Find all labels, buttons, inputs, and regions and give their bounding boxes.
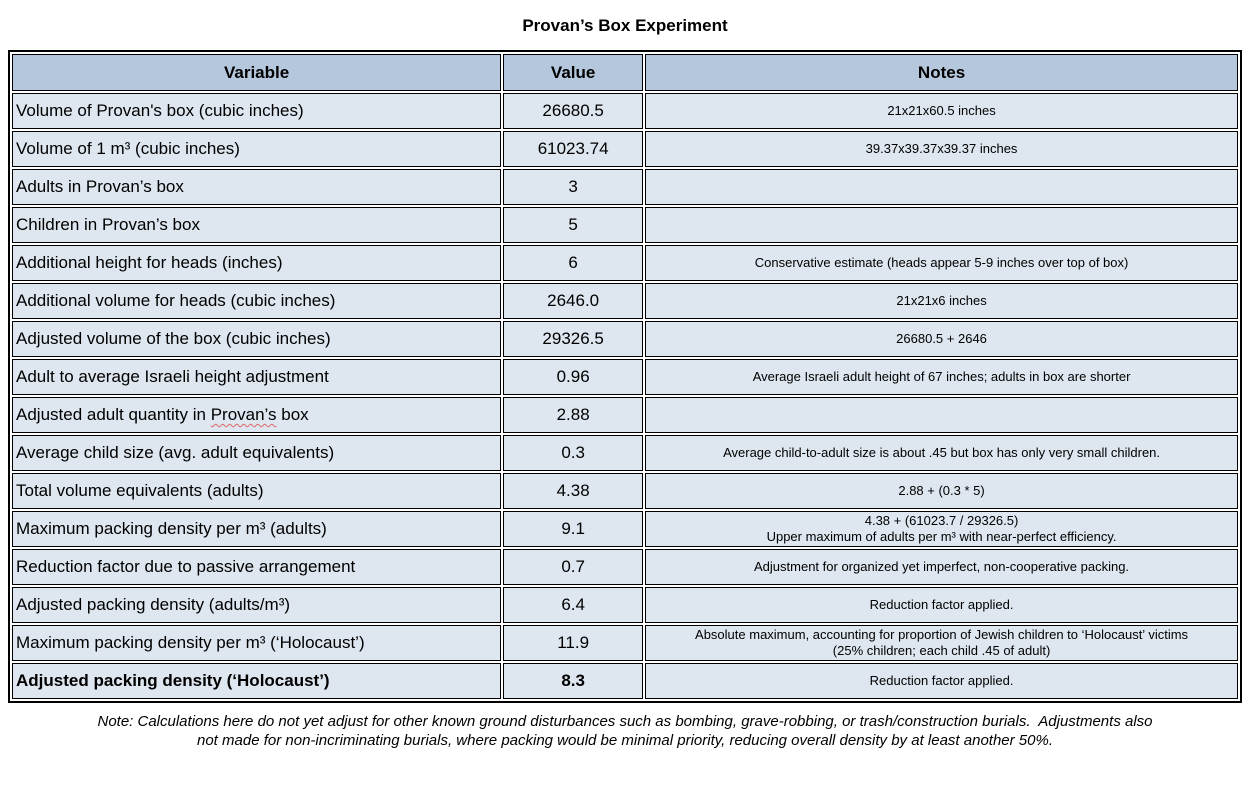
column-header-variable: Variable [12, 54, 502, 91]
note-cell: Adjustment for organized yet imperfect, … [645, 549, 1238, 585]
table-row: Adjusted adult quantity in Provan’s box … [12, 397, 1238, 433]
table-row: Reduction factor due to passive arrangem… [12, 549, 1238, 585]
note-cell: Average child-to-adult size is about .45… [645, 435, 1238, 471]
variable-cell: Adjusted packing density (adults/m³) [12, 587, 502, 623]
variable-cell: Adjusted packing density (‘Holocaust’) [12, 663, 502, 699]
note-cell [645, 207, 1238, 243]
value-cell: 2646.0 [503, 283, 644, 319]
variable-cell: Adults in Provan’s box [12, 169, 502, 205]
variable-cell: Additional volume for heads (cubic inche… [12, 283, 502, 319]
value-cell: 3 [503, 169, 644, 205]
value-cell: 29326.5 [503, 321, 644, 357]
variable-cell: Volume of Provan's box (cubic inches) [12, 93, 502, 129]
variable-cell: Adult to average Israeli height adjustme… [12, 359, 502, 395]
column-header-value: Value [503, 54, 644, 91]
note-cell: Average Israeli adult height of 67 inche… [645, 359, 1238, 395]
variable-cell: Total volume equivalents (adults) [12, 473, 502, 509]
note-cell: Reduction factor applied. [645, 587, 1238, 623]
header-row: Variable Value Notes [12, 54, 1238, 91]
variable-cell: Children in Provan’s box [12, 207, 502, 243]
note-cell: Conservative estimate (heads appear 5-9 … [645, 245, 1238, 281]
table-row: Adult to average Israeli height adjustme… [12, 359, 1238, 395]
table-row: Additional height for heads (inches) 6 C… [12, 245, 1238, 281]
table-row: Average child size (avg. adult equivalen… [12, 435, 1238, 471]
variable-text: Adjusted adult quantity in [16, 405, 211, 424]
column-header-notes: Notes [645, 54, 1238, 91]
note-cell: Reduction factor applied. [645, 663, 1238, 699]
value-cell: 0.7 [503, 549, 644, 585]
footnote: Note: Calculations here do not yet adjus… [97, 713, 1153, 749]
value-cell: 0.3 [503, 435, 644, 471]
table-row: Volume of Provan's box (cubic inches) 26… [12, 93, 1238, 129]
value-cell: 6.4 [503, 587, 644, 623]
table-row: Adults in Provan’s box 3 [12, 169, 1238, 205]
variable-cell: Volume of 1 m³ (cubic inches) [12, 131, 502, 167]
value-cell: 61023.74 [503, 131, 644, 167]
note-cell: 4.38 + (61023.7 / 29326.5) Upper maximum… [645, 511, 1238, 547]
value-cell: 11.9 [503, 625, 644, 661]
value-cell: 26680.5 [503, 93, 644, 129]
value-cell: 0.96 [503, 359, 644, 395]
table-row: Children in Provan’s box 5 [12, 207, 1238, 243]
table-row-total: Adjusted packing density (‘Holocaust’) 8… [12, 663, 1238, 699]
note-cell [645, 169, 1238, 205]
misspelled-word: Provan’s [210, 405, 277, 424]
table-row: Adjusted packing density (adults/m³) 6.4… [12, 587, 1238, 623]
variable-cell: Additional height for heads (inches) [12, 245, 502, 281]
value-cell: 9.1 [503, 511, 644, 547]
table-row: Volume of 1 m³ (cubic inches) 61023.74 3… [12, 131, 1238, 167]
variable-cell: Adjusted volume of the box (cubic inches… [12, 321, 502, 357]
value-cell: 6 [503, 245, 644, 281]
table-row: Adjusted volume of the box (cubic inches… [12, 321, 1238, 357]
note-cell [645, 397, 1238, 433]
note-cell: 21x21x60.5 inches [645, 93, 1238, 129]
page-title: Provan’s Box Experiment [522, 16, 728, 35]
variable-cell: Maximum packing density per m³ (adults) [12, 511, 502, 547]
table-row: Maximum packing density per m³ (‘Holocau… [12, 625, 1238, 661]
note-cell: 21x21x6 inches [645, 283, 1238, 319]
value-cell: 5 [503, 207, 644, 243]
variable-cell: Average child size (avg. adult equivalen… [12, 435, 502, 471]
value-cell: 2.88 [503, 397, 644, 433]
variable-cell: Maximum packing density per m³ (‘Holocau… [12, 625, 502, 661]
note-cell: 39.37x39.37x39.37 inches [645, 131, 1238, 167]
value-cell: 4.38 [503, 473, 644, 509]
note-cell: 2.88 + (0.3 * 5) [645, 473, 1238, 509]
experiment-table: Variable Value Notes Volume of Provan's … [8, 50, 1242, 703]
variable-cell: Adjusted adult quantity in Provan’s box [12, 397, 502, 433]
variable-cell: Reduction factor due to passive arrangem… [12, 549, 502, 585]
table-row: Total volume equivalents (adults) 4.38 2… [12, 473, 1238, 509]
note-cell: 26680.5 + 2646 [645, 321, 1238, 357]
variable-text: box [276, 405, 309, 424]
table-row: Maximum packing density per m³ (adults) … [12, 511, 1238, 547]
value-cell: 8.3 [503, 663, 644, 699]
table-row: Additional volume for heads (cubic inche… [12, 283, 1238, 319]
note-cell: Absolute maximum, accounting for proport… [645, 625, 1238, 661]
